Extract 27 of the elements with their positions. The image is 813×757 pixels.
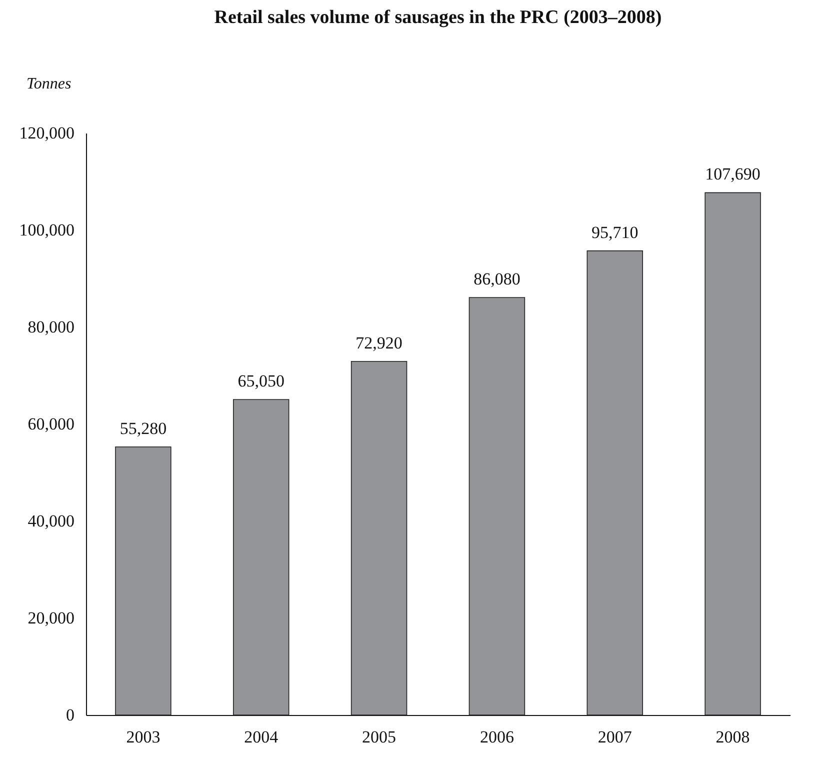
x-tick-label: 2008 xyxy=(716,728,750,746)
y-tick-label: 0 xyxy=(66,706,74,724)
x-tick-label: 2004 xyxy=(244,728,279,746)
y-tick-label: 120,000 xyxy=(19,124,74,142)
bar xyxy=(704,192,761,716)
y-tick-label: 40,000 xyxy=(28,512,74,530)
y-tick-label: 60,000 xyxy=(28,414,74,434)
y-axis-title: Tonnes xyxy=(26,76,72,92)
y-tick-label: 80,000 xyxy=(28,318,74,336)
data-label: 55,280 xyxy=(120,418,167,438)
data-label: 95,710 xyxy=(592,222,638,242)
bar xyxy=(350,360,408,716)
y-tick-label: 100,000 xyxy=(19,220,74,240)
bar xyxy=(233,399,290,716)
bar xyxy=(115,446,172,716)
bar xyxy=(586,250,643,716)
x-tick-label: 2007 xyxy=(598,728,632,746)
data-label: 86,080 xyxy=(474,270,520,289)
bar xyxy=(468,297,526,716)
x-tick-label: 2003 xyxy=(126,728,160,746)
x-tick-label: 2005 xyxy=(362,728,396,746)
data-label: 65,050 xyxy=(238,372,284,391)
data-label: 72,920 xyxy=(356,333,402,352)
y-tick-label: 20,000 xyxy=(28,608,74,628)
chart-title: Retail sales volume of sausages in the PRC (2003–2008) xyxy=(214,7,662,28)
x-tick-label: 2006 xyxy=(480,728,514,746)
data-label: 107,690 xyxy=(705,164,760,184)
